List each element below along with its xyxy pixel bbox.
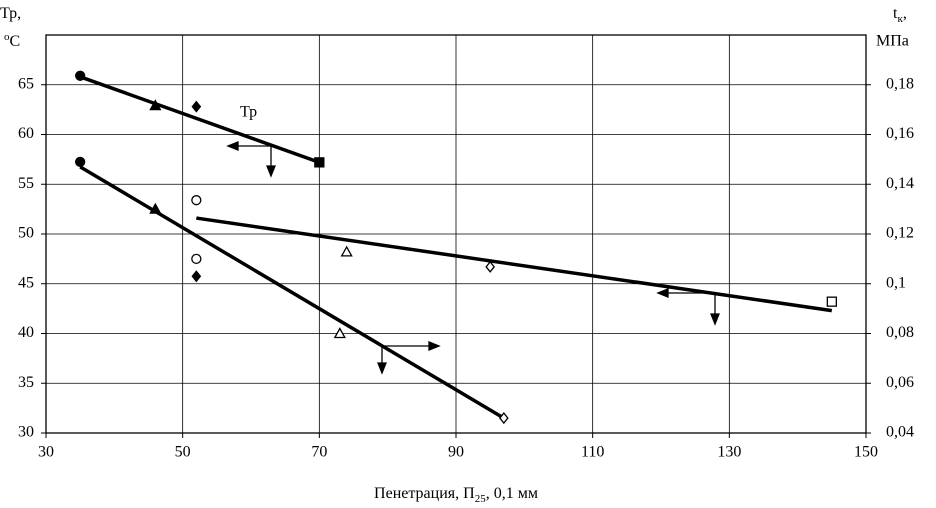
y2-tick-label: 0,18 xyxy=(886,75,914,92)
y2-tick-label: 0,06 xyxy=(886,374,914,391)
point xyxy=(499,412,509,425)
x-tick-label: 110 xyxy=(581,444,604,461)
y2-label-unit: МПа xyxy=(876,33,909,50)
plot-border xyxy=(45,34,867,434)
x-tick-label: 70 xyxy=(311,444,327,461)
y-label: Тр, xyxy=(0,5,21,22)
point xyxy=(826,296,837,307)
trend-line xyxy=(79,75,320,165)
point xyxy=(149,99,162,111)
y-label-text: Тр, xyxy=(0,5,21,22)
point xyxy=(340,245,353,257)
y-tick-label: 45 xyxy=(18,274,34,291)
y2-label-text: t xyxy=(893,5,898,22)
x-tick-label: 50 xyxy=(175,444,191,461)
point xyxy=(75,156,86,168)
point xyxy=(75,70,86,81)
arrow-head xyxy=(656,288,669,298)
point xyxy=(191,253,202,265)
point xyxy=(191,270,202,283)
y2-tick-label: 0,04 xyxy=(886,424,914,441)
y2-tick-label: 0,16 xyxy=(886,125,914,142)
x-tick-label: 30 xyxy=(38,444,54,461)
x-label-end: , 0,1 мм xyxy=(486,485,538,502)
y-label-unit: оС xyxy=(4,31,20,50)
y-tick-label: 50 xyxy=(18,225,34,242)
y-label-sup: о xyxy=(4,31,10,43)
arrow-head xyxy=(710,313,720,326)
y2-tick-label: 0,14 xyxy=(886,175,914,192)
y-label-unit-text: С xyxy=(10,33,21,50)
trend-line xyxy=(79,165,505,420)
x-label: Пенетрация, П25, 0,1 мм xyxy=(374,485,538,505)
arrows xyxy=(226,141,720,375)
arrow-head xyxy=(226,141,239,151)
arrow-head xyxy=(428,341,441,351)
y2-tick-label: 0,08 xyxy=(886,324,914,341)
point xyxy=(333,327,346,339)
y2-label-sub: к xyxy=(897,13,903,25)
x-tick-label: 90 xyxy=(448,444,464,461)
x-tick-label: 130 xyxy=(717,444,741,461)
point xyxy=(191,195,202,206)
arrow-head xyxy=(377,362,387,375)
point xyxy=(191,100,202,113)
point xyxy=(314,157,325,168)
y-tick-label: 35 xyxy=(18,374,34,391)
y2-tick-label: 0,1 xyxy=(886,274,906,291)
point xyxy=(149,202,162,214)
x-tick-label: 150 xyxy=(854,444,878,461)
y-tick-label: 30 xyxy=(18,424,34,441)
point xyxy=(485,260,495,273)
x-label-text: Пенетрация, П xyxy=(374,485,475,502)
x-label-sub: 25 xyxy=(475,493,487,505)
y2-tick-label: 0,12 xyxy=(886,225,914,242)
y-tick-label: 55 xyxy=(18,175,34,192)
y-tick-label: 40 xyxy=(18,324,34,341)
y-tick-label: 65 xyxy=(18,75,34,92)
y-tick-label: 60 xyxy=(18,125,34,142)
y2-label: tк, xyxy=(893,5,907,25)
trend-line xyxy=(196,216,833,313)
annotation: Тр xyxy=(240,104,257,121)
arrow-head xyxy=(266,165,276,178)
y2-label-end: , xyxy=(903,5,907,22)
